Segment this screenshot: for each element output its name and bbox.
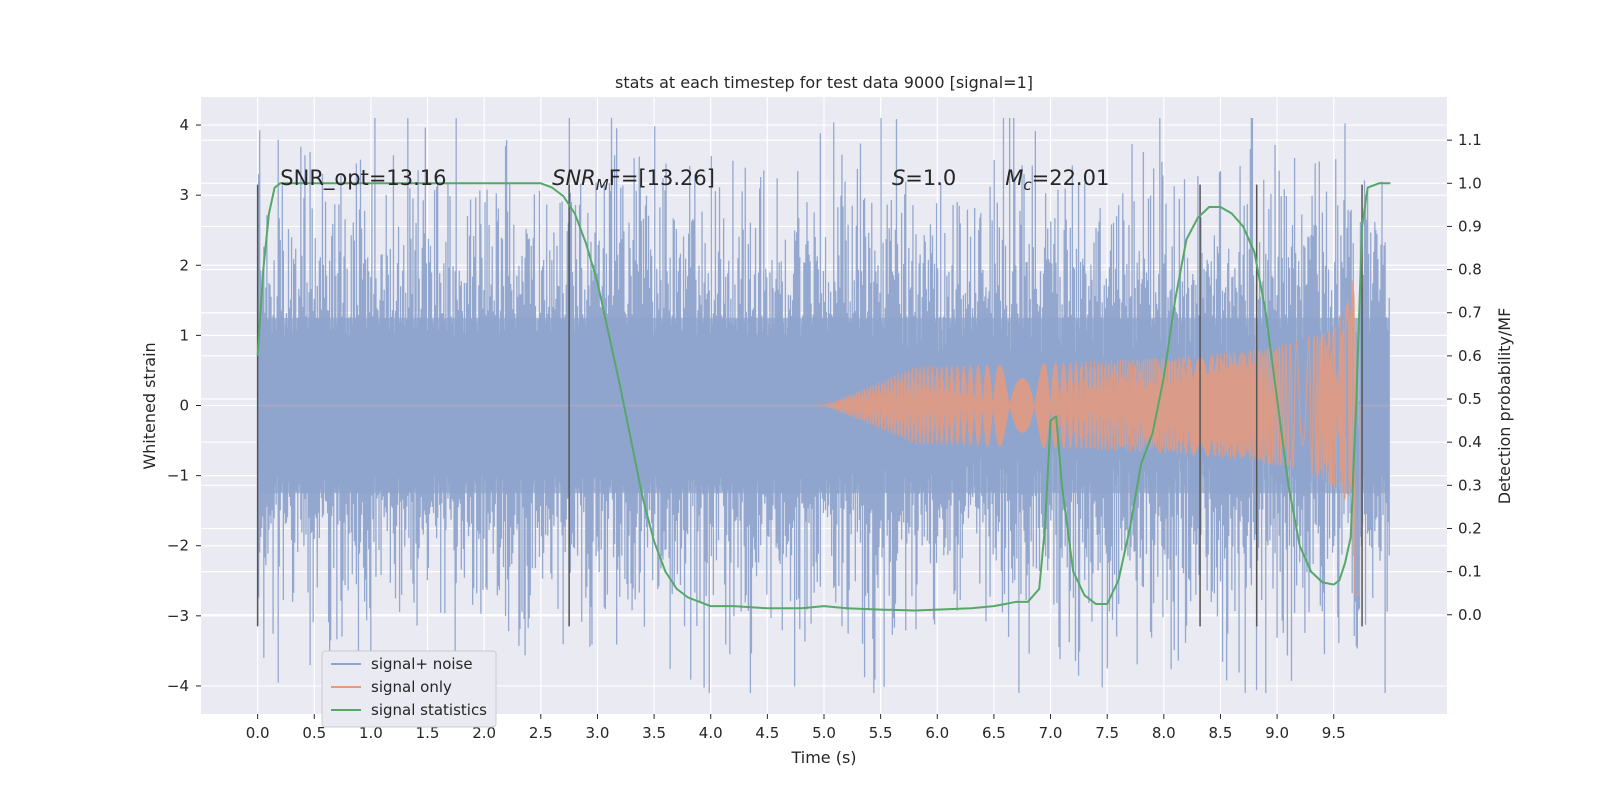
- y2-tick-label: 0.3: [1458, 476, 1482, 494]
- legend-label-signal-statistics: signal statistics: [371, 701, 487, 719]
- y2-tick-label: 0.4: [1458, 433, 1482, 451]
- annotations: SNR_opt=13.16 SNRMF=[13.26] S=1.0 Mc=22.01: [280, 166, 1109, 194]
- x-tick-label: 7.0: [1039, 724, 1063, 742]
- x-tick-label: 9.5: [1322, 724, 1346, 742]
- y2-tick-label: 0.1: [1458, 563, 1482, 581]
- y-tick-label: 3: [179, 186, 189, 204]
- x-tick-label: 4.5: [755, 724, 779, 742]
- x-tick-label: 5.0: [812, 724, 836, 742]
- annotation-snr-opt: SNR_opt=13.16: [280, 166, 446, 191]
- x-tick-label: 3.5: [642, 724, 666, 742]
- signal-statistics-line: [256, 182, 1391, 612]
- legend: signal+ noise signal only signal statist…: [321, 650, 497, 728]
- vertical-markers: [256, 184, 1363, 627]
- chart-title: stats at each timestep for test data 900…: [615, 73, 1033, 92]
- y-tick-label: 1: [179, 326, 189, 344]
- x-tick-label: 2.0: [472, 724, 496, 742]
- x-axis-title: Time (s): [790, 748, 856, 767]
- y-axis-title: Whitened strain: [140, 342, 159, 469]
- signal-statistics-series: [256, 182, 1391, 612]
- y2-tick-label: 0.9: [1458, 217, 1482, 235]
- x-tick-label: 5.5: [869, 724, 893, 742]
- x-tick-label: 0.5: [302, 724, 326, 742]
- y2-tick-label: 0.6: [1458, 347, 1482, 365]
- x-tick-label: 4.0: [699, 724, 723, 742]
- legend-label-signal-plus-noise: signal+ noise: [371, 655, 473, 673]
- annotation-mc: Mc=22.01: [1005, 166, 1109, 194]
- x-tick-label: 8.5: [1209, 724, 1233, 742]
- y2-tick-label: 0.7: [1458, 304, 1482, 322]
- y-tick-label: −2: [167, 537, 189, 555]
- x-tick-label: 0.0: [246, 724, 270, 742]
- y-tick-label: 0: [179, 397, 189, 415]
- ticks: 0.0 0.5 1.0 1.5 2.0 2.5 3.0 3.5 4.0 4.5 5.0 5.5 6.0 6…: [167, 116, 1482, 742]
- y2-tick-label: 0.5: [1458, 390, 1482, 408]
- x-tick-label: 8.0: [1152, 724, 1176, 742]
- legend-box: [321, 650, 497, 728]
- annotation-s: S=1.0: [892, 166, 956, 190]
- y2-tick-label: 1.1: [1458, 131, 1482, 149]
- y-tick-label: 4: [179, 116, 189, 134]
- x-tick-label: 3.0: [586, 724, 610, 742]
- x-tick-label: 2.5: [529, 724, 553, 742]
- y2-tick-label: 1.0: [1458, 174, 1482, 192]
- y2-tick-label: 0.0: [1458, 606, 1482, 624]
- x-tick-label: 1.5: [416, 724, 440, 742]
- y2-tick-label: 0.8: [1458, 261, 1482, 279]
- x-tick-label: 7.5: [1095, 724, 1119, 742]
- y-tick-label: −1: [167, 467, 189, 485]
- y-tick-label: −4: [167, 677, 189, 695]
- y-tick-label: −3: [167, 607, 189, 625]
- y2-tick-label: 0.2: [1458, 519, 1482, 537]
- annotation-snr-mf: SNRMF=[13.26]: [552, 166, 715, 194]
- x-tick-label: 6.5: [982, 724, 1006, 742]
- x-tick-label: 9.0: [1265, 724, 1289, 742]
- x-tick-label: 6.0: [925, 724, 949, 742]
- y2-axis-title: Detection probability/MF: [1495, 308, 1514, 505]
- x-tick-label: 1.0: [359, 724, 383, 742]
- legend-label-signal-only: signal only: [371, 678, 452, 696]
- y-tick-label: 2: [179, 256, 189, 274]
